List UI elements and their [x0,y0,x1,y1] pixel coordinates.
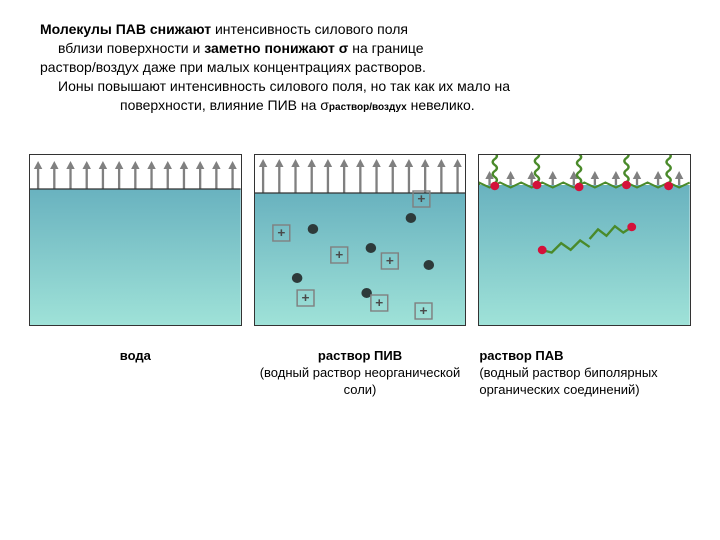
panel2-title: раствор ПИВ [255,348,466,365]
t-l5sub: раствор/воздух [329,102,407,113]
svg-text:+: + [386,254,394,269]
t-l2c: на границе [348,40,423,56]
panel-piv: + + + + + + + раствор ПИВ (водный раствор неор… [255,154,466,399]
panel3-caption: раствор ПАВ (водный раствор биполярных о… [479,348,690,399]
t-l2b: заметно понижают σ [204,40,348,56]
t-l5b: невелико. [407,97,475,113]
panel3-canvas [478,154,691,326]
t-l2a: вблизи поверхности и [58,40,204,56]
svg-text:+: + [335,248,343,263]
svg-text:+: + [417,192,425,207]
t-l4: Ионы повышают интенсивность силового пол… [40,78,510,94]
header-text: Молекулы ПАВ снижают интенсивность силов… [30,20,690,114]
t-l1a: Молекулы ПАВ снижают [40,21,211,37]
panel2-canvas: + + + + + + + [254,154,467,326]
svg-text:+: + [375,296,383,311]
panel-water: вода [30,154,241,399]
panel1-caption: вода [120,348,151,365]
panels-row: вода + + + + + + + раствор ПИВ (водный раствор… [30,154,690,399]
t-l1b: интенсивность силового поля [211,21,408,37]
panel3-title: раствор ПАВ [479,348,690,365]
panel1-title: вода [120,348,151,365]
svg-text:+: + [277,226,285,241]
svg-text:+: + [301,291,309,306]
t-l5a: поверхности, влияние ПИВ на σ [120,97,329,113]
t-l3: раствор/воздух даже при малых концентрац… [40,59,426,75]
panel3-sub: (водный раствор биполярных органических … [479,365,657,397]
panel2-sub: (водный раствор неорганической соли) [260,365,461,397]
panel2-caption: раствор ПИВ (водный раствор неорганическ… [255,348,466,399]
svg-text:+: + [419,304,427,319]
panel1-canvas [29,154,242,326]
panel-pav: раствор ПАВ (водный раствор биполярных о… [479,154,690,399]
